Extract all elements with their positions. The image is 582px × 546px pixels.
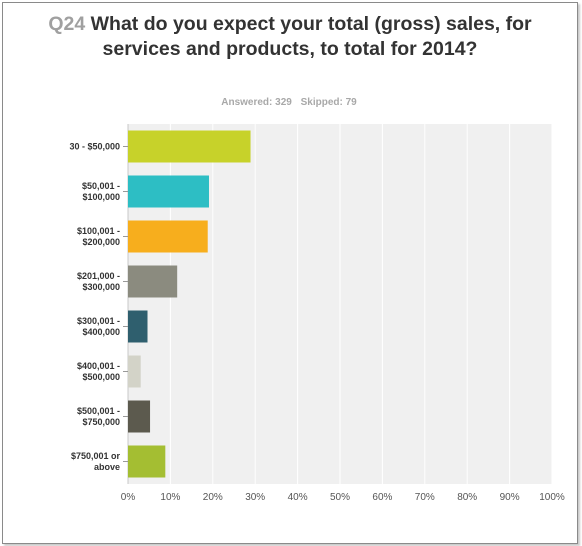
question-text: What do you expect your total (gross) sa… bbox=[90, 13, 532, 60]
bar bbox=[128, 265, 178, 298]
x-tick-label: 90% bbox=[500, 492, 520, 503]
category-label-line: 30 - $50,000 bbox=[69, 142, 120, 152]
category-label-line: $400,001 - bbox=[77, 361, 120, 371]
category-label-line: $750,000 bbox=[82, 417, 120, 427]
category-label-line: $400,000 bbox=[82, 327, 120, 337]
bar bbox=[128, 355, 141, 388]
category-label-line: $300,001 - bbox=[77, 316, 120, 326]
question-number: Q24 bbox=[48, 13, 86, 35]
y-category-label: $201,000 -$300,000 bbox=[77, 271, 120, 292]
bar bbox=[128, 310, 148, 343]
x-tick-label: 60% bbox=[372, 492, 392, 503]
x-tick-label: 30% bbox=[245, 492, 265, 503]
bar bbox=[128, 400, 151, 433]
y-category-label: $50,001 -$100,000 bbox=[82, 181, 120, 202]
category-label-line: $100,001 - bbox=[77, 226, 120, 236]
response-summary: Answered: 329 Skipped: 79 bbox=[0, 97, 578, 108]
x-tick-label: 100% bbox=[539, 492, 565, 503]
y-category-label: $500,001 -$750,000 bbox=[77, 406, 120, 427]
category-label-line: $750,001 or bbox=[71, 451, 121, 461]
category-label-line: $200,000 bbox=[82, 237, 120, 247]
bar bbox=[128, 220, 208, 253]
x-tick-label: 70% bbox=[415, 492, 435, 503]
x-tick-label: 80% bbox=[457, 492, 477, 503]
category-label-line: $201,000 - bbox=[77, 271, 120, 281]
y-category-label: $100,001 -$200,000 bbox=[77, 226, 120, 247]
category-label-line: $500,000 bbox=[82, 372, 120, 382]
category-label-line: $300,000 bbox=[82, 282, 120, 292]
y-category-label: 30 - $50,000 bbox=[69, 142, 120, 152]
y-category-label: $400,001 -$500,000 bbox=[77, 361, 120, 382]
x-tick-label: 40% bbox=[288, 492, 308, 503]
category-label-line: $500,001 - bbox=[77, 406, 120, 416]
category-label-line: above bbox=[94, 462, 120, 472]
x-tick-label: 20% bbox=[203, 492, 223, 503]
x-tick-label: 0% bbox=[121, 492, 136, 503]
x-tick-label: 50% bbox=[330, 492, 350, 503]
bar bbox=[128, 130, 251, 163]
y-category-label: $750,001 or above bbox=[71, 451, 121, 472]
category-label-line: $50,001 - bbox=[82, 181, 120, 191]
answered-count: Answered: 329 bbox=[221, 97, 292, 108]
category-label-line: $100,000 bbox=[82, 192, 120, 202]
y-category-label: $300,001 -$400,000 bbox=[77, 316, 120, 337]
skipped-count: Skipped: 79 bbox=[300, 97, 357, 108]
x-tick-label: 10% bbox=[160, 492, 180, 503]
chart-title: Q24 What do you expect your total (gross… bbox=[40, 12, 540, 62]
bar bbox=[128, 175, 209, 208]
bar bbox=[128, 445, 166, 478]
